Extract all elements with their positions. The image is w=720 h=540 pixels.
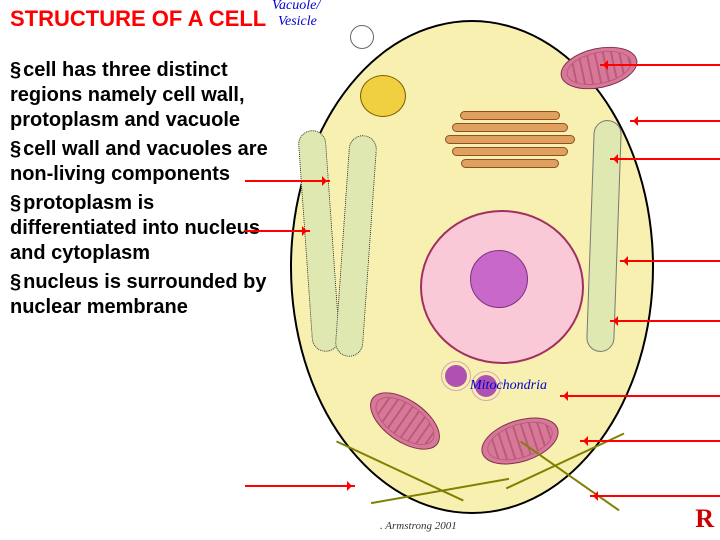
leader-arrow (245, 485, 355, 487)
leader-arrow (610, 320, 720, 322)
leader-arrow (610, 158, 720, 160)
nucleolus (470, 250, 528, 308)
bullet-2: cell wall and vacuoles are non-living co… (10, 137, 270, 187)
label-mitochondria: Mitochondria (470, 378, 547, 394)
leader-arrow (600, 64, 720, 66)
body-text: cell has three distinct regions namely c… (10, 58, 270, 324)
golgi-apparatus (440, 108, 580, 168)
cell-diagram: Vacuole/ Vesicle Mitochondria . Armstron… (250, 0, 720, 540)
lysosome (360, 75, 406, 117)
bullet-1: cell has three distinct regions namely c… (10, 58, 270, 133)
bullet-3: protoplasm is differentiated into nucleu… (10, 191, 270, 266)
logo-r: R (695, 504, 714, 534)
label-vacuole: Vacuole/ (272, 0, 320, 14)
leader-arrow (560, 395, 720, 397)
credit-text: . Armstrong 2001 (380, 520, 457, 532)
leader-arrow (590, 495, 720, 497)
bullet-4: nucleus is surrounded by nuclear membran… (10, 270, 270, 320)
label-vesicle: Vesicle (278, 14, 317, 30)
leader-arrow (620, 260, 720, 262)
leader-arrow (630, 120, 720, 122)
leader-arrow (245, 230, 310, 232)
centriole (445, 365, 467, 387)
leader-arrow (245, 180, 330, 182)
vacuole (350, 25, 374, 49)
leader-arrow (580, 440, 720, 442)
